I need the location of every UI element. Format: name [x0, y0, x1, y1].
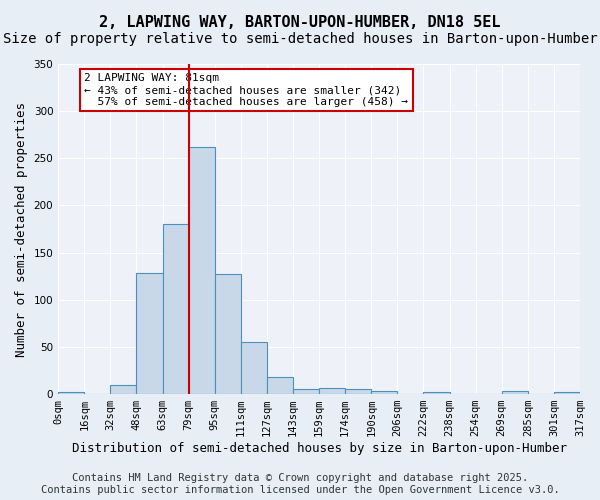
Bar: [319, 388, 345, 394]
Bar: [110, 384, 136, 394]
Text: 2 LAPWING WAY: 81sqm
← 43% of semi-detached houses are smaller (342)
  57% of se: 2 LAPWING WAY: 81sqm ← 43% of semi-detac…: [84, 74, 408, 106]
Bar: [502, 392, 528, 394]
Text: 2, LAPWING WAY, BARTON-UPON-HUMBER, DN18 5EL: 2, LAPWING WAY, BARTON-UPON-HUMBER, DN18…: [99, 15, 501, 30]
Bar: [293, 390, 319, 394]
Bar: [188, 147, 215, 394]
Bar: [371, 392, 397, 394]
Y-axis label: Number of semi-detached properties: Number of semi-detached properties: [15, 102, 28, 356]
Bar: [424, 392, 449, 394]
Bar: [267, 377, 293, 394]
Bar: [554, 392, 580, 394]
Bar: [215, 274, 241, 394]
Bar: [345, 390, 371, 394]
Bar: [241, 342, 267, 394]
Bar: [58, 392, 84, 394]
Text: Size of property relative to semi-detached houses in Barton-upon-Humber: Size of property relative to semi-detach…: [2, 32, 598, 46]
X-axis label: Distribution of semi-detached houses by size in Barton-upon-Humber: Distribution of semi-detached houses by …: [71, 442, 566, 455]
Bar: [163, 224, 188, 394]
Text: Contains HM Land Registry data © Crown copyright and database right 2025.
Contai: Contains HM Land Registry data © Crown c…: [41, 474, 559, 495]
Bar: [136, 274, 163, 394]
